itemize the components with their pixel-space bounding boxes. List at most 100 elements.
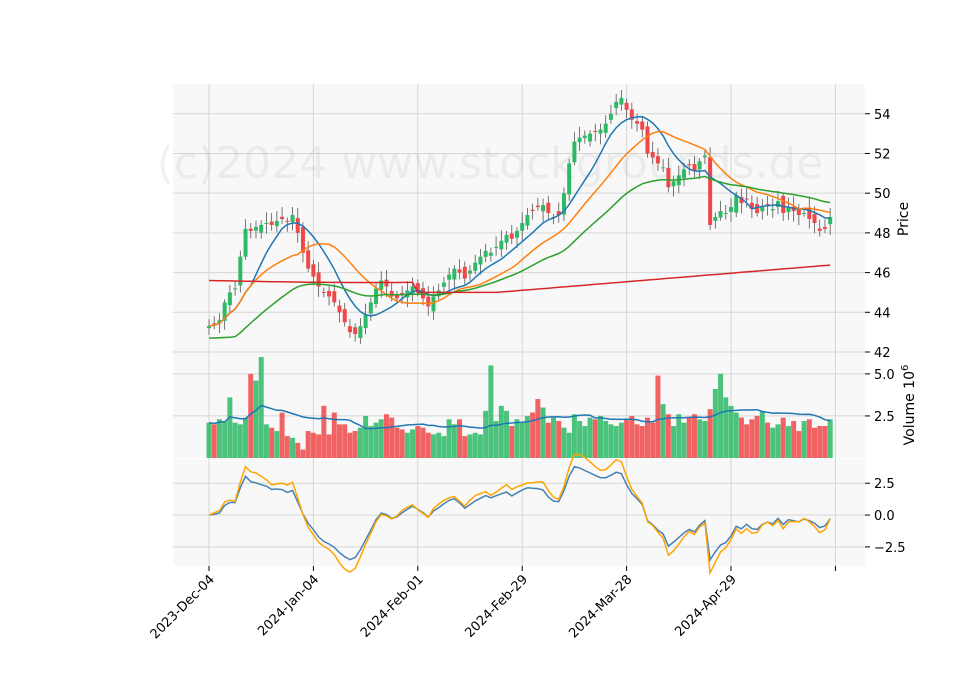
volume-bar-up [718, 373, 724, 458]
volume-bar-up [801, 420, 807, 458]
candle-down [421, 288, 426, 299]
candle-down [535, 205, 540, 208]
candle-down [285, 220, 290, 222]
volume-bar-up [373, 422, 379, 458]
volume-bar-up [357, 427, 363, 458]
candle-down [629, 109, 634, 120]
x-tick-label: 2024-Feb-29 [462, 572, 531, 641]
volume-bar-up [232, 422, 238, 458]
volume-bar-up [770, 427, 776, 458]
volume-bar-up [483, 410, 489, 458]
y-tick-label: 0.0 [874, 509, 895, 524]
candle-up [734, 195, 739, 213]
ma-long-line [208, 175, 831, 339]
volume-bar-up [498, 405, 504, 458]
candle-down [635, 121, 640, 124]
volume-bar-down [342, 424, 348, 458]
y-tick-label: 46 [874, 267, 891, 282]
volume-bar-down [545, 422, 551, 458]
volume-bar-down [639, 426, 645, 458]
volume-bar-down [248, 373, 254, 458]
volume-bar-down [535, 399, 541, 458]
ma-very-long-line [208, 264, 831, 294]
volume-bar-down [738, 417, 744, 458]
candle-down [327, 290, 332, 297]
candle-up [713, 217, 718, 221]
candle-down [755, 204, 760, 214]
volume-bar-up [775, 424, 781, 458]
y-tick-label: 52 [874, 147, 891, 162]
candle-up [494, 246, 499, 248]
volume-bar-up [237, 424, 243, 458]
volume-bar-down [812, 427, 818, 458]
volume-bar-down [817, 426, 823, 458]
y-tick-label: 50 [874, 187, 891, 202]
candle-up [619, 97, 624, 105]
oscillator-panel [173, 459, 865, 566]
volume-bar-down [691, 414, 697, 458]
price-axis-label: Price [896, 202, 912, 236]
volume-bar-up [618, 422, 624, 458]
candle-up [582, 135, 587, 139]
candle-up [368, 302, 373, 314]
volume-bar-up [712, 389, 718, 458]
candle-up [588, 133, 593, 142]
volume-bar-down [321, 405, 327, 458]
volume-bar-down [780, 417, 786, 458]
volume-bar-up [551, 417, 557, 458]
volume-bar-down [796, 431, 802, 458]
volume-bar-up [206, 422, 212, 458]
volume-bar-down [744, 424, 750, 458]
candle-up [525, 215, 530, 226]
candle-up [473, 262, 478, 271]
volume-bar-up [759, 410, 765, 458]
candle-up [802, 213, 807, 215]
volume-bar-down [644, 417, 650, 458]
candle-down [765, 203, 770, 206]
candle-down [645, 126, 650, 154]
x-tick-label: 2023-Dec-04 [148, 572, 218, 642]
candle-down [650, 152, 655, 158]
volume-bar-down [347, 432, 353, 458]
candle-up [431, 296, 436, 312]
volume-bar-up [451, 424, 457, 458]
candle-up [436, 290, 441, 297]
candle-up [561, 193, 566, 215]
candle-down [807, 207, 812, 219]
volume-bar-down [394, 427, 400, 458]
candle-down [640, 121, 645, 130]
volume-bar-down [425, 432, 431, 458]
candle-down [353, 327, 358, 335]
volume-bar-up [368, 426, 374, 458]
volume-bar-down [331, 412, 337, 458]
volume-bar-up [660, 404, 666, 458]
volume-axis-label: Volume 106 [900, 365, 918, 446]
volume-bar-down [383, 414, 389, 458]
y-tick-label: −2.5 [874, 541, 906, 556]
volume-bar-down [305, 431, 311, 458]
candle-down [300, 227, 305, 253]
y-tick-label: 2.5 [874, 477, 895, 492]
volume-bar-up [571, 414, 577, 458]
candle-up [222, 302, 227, 321]
candle-down [817, 228, 822, 231]
volume-bar-down [556, 420, 562, 458]
volume-bar-up [216, 419, 222, 458]
candle-up [614, 101, 619, 109]
price-panel [173, 84, 865, 352]
volume-bar-up [519, 422, 525, 458]
oscillator-line-b [208, 453, 831, 576]
candle-up [702, 155, 707, 158]
volume-bar-up [577, 420, 583, 458]
volume-bar-up [290, 437, 296, 458]
candle-down [593, 130, 598, 132]
volume-bar-up [404, 432, 410, 458]
volume-bar-down [415, 426, 421, 458]
volume-bar-up [441, 436, 447, 458]
volume-bar-down [269, 427, 275, 458]
candle-up [499, 240, 504, 250]
volume-bar-down [326, 434, 332, 458]
candle-up [514, 230, 519, 238]
volume-bar-up [253, 380, 259, 458]
volume-bar-down [624, 419, 630, 458]
